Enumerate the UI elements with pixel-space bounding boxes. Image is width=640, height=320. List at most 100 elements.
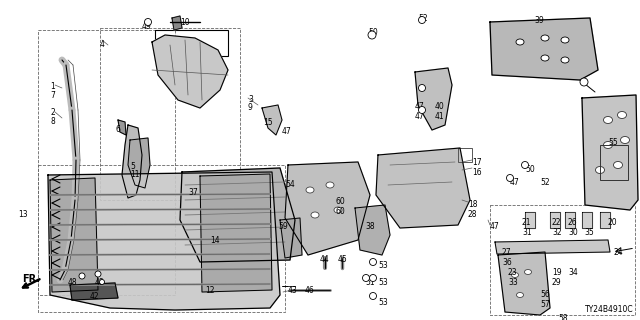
Ellipse shape [541,35,549,41]
Text: 39: 39 [534,16,544,25]
Ellipse shape [516,39,524,45]
Text: 15: 15 [263,118,273,127]
Polygon shape [582,212,592,228]
Text: 58: 58 [558,314,568,320]
Ellipse shape [561,37,569,43]
Text: 47: 47 [510,178,520,187]
Text: 53: 53 [378,261,388,270]
Ellipse shape [311,212,319,218]
Polygon shape [172,16,182,30]
Text: 4: 4 [100,40,105,49]
Text: 14: 14 [210,236,220,245]
Text: 32: 32 [552,228,562,237]
Text: 13: 13 [18,210,28,219]
Text: 12: 12 [205,286,214,295]
Text: 16: 16 [472,168,482,177]
Text: 37: 37 [188,188,198,197]
Circle shape [368,31,376,39]
Text: 60: 60 [335,207,345,216]
Text: 31: 31 [522,228,532,237]
Polygon shape [600,212,610,228]
Text: 27: 27 [502,248,511,257]
Text: 1: 1 [51,82,55,91]
Text: 33: 33 [508,278,518,287]
Text: 34: 34 [568,268,578,277]
Circle shape [419,84,426,92]
Circle shape [369,259,376,266]
Text: 45: 45 [338,255,348,264]
Text: 51: 51 [365,278,374,287]
Polygon shape [48,172,280,310]
Polygon shape [70,283,118,300]
Text: 23: 23 [508,268,518,277]
Circle shape [419,17,426,23]
Text: 47: 47 [282,127,292,136]
Circle shape [522,162,529,169]
Text: 26: 26 [568,218,578,227]
Bar [458,148,472,162]
Polygon shape [180,168,295,262]
Polygon shape [498,252,550,315]
Text: 52: 52 [540,178,550,187]
Polygon shape [490,18,598,80]
Text: 49: 49 [142,22,152,31]
Circle shape [369,275,376,282]
Text: 48: 48 [95,278,104,287]
Text: 24: 24 [614,248,623,257]
Circle shape [419,107,426,114]
Text: 50: 50 [368,28,378,37]
Ellipse shape [306,187,314,193]
Text: 55: 55 [608,138,618,147]
Text: 3: 3 [248,95,253,104]
Text: 18: 18 [468,200,477,209]
Ellipse shape [516,292,524,298]
Ellipse shape [595,166,605,173]
Text: TY24B4910C: TY24B4910C [586,305,634,314]
Text: 47: 47 [490,222,500,231]
Polygon shape [200,174,272,292]
Text: 57: 57 [540,300,550,309]
Text: 59: 59 [278,222,288,231]
Text: 48: 48 [68,278,77,287]
Polygon shape [550,212,560,228]
Text: 29: 29 [552,278,562,287]
Text: 21: 21 [522,218,531,227]
Ellipse shape [621,137,630,143]
Text: 11: 11 [130,170,140,179]
Text: FR.: FR. [22,274,40,284]
Text: 5: 5 [130,162,135,171]
Text: 52: 52 [418,14,428,23]
Text: 56: 56 [540,290,550,299]
Circle shape [79,273,85,279]
Ellipse shape [525,269,531,275]
Text: 46: 46 [305,286,315,295]
Polygon shape [262,105,282,135]
Polygon shape [50,178,98,292]
Bar [600,145,628,180]
Bar [38,165,285,312]
Text: 54: 54 [285,180,295,189]
Circle shape [580,78,588,86]
Text: 36: 36 [502,258,512,267]
Text: 10: 10 [180,18,189,27]
Text: 43: 43 [288,286,298,295]
Text: 9: 9 [248,103,253,112]
Circle shape [369,292,376,300]
Text: 38: 38 [365,222,374,231]
Ellipse shape [561,57,569,63]
Text: 60: 60 [335,197,345,206]
Text: 22: 22 [552,218,561,227]
Text: 6: 6 [115,125,120,134]
Circle shape [95,271,101,277]
Polygon shape [280,218,302,258]
Text: 20: 20 [607,218,616,227]
Polygon shape [376,148,470,228]
Ellipse shape [618,111,627,118]
Bar [490,205,635,315]
Circle shape [99,279,104,284]
Ellipse shape [541,55,549,61]
Text: 50: 50 [525,165,535,174]
Text: 47: 47 [415,112,425,121]
Polygon shape [152,35,228,108]
Text: 17: 17 [472,158,482,167]
